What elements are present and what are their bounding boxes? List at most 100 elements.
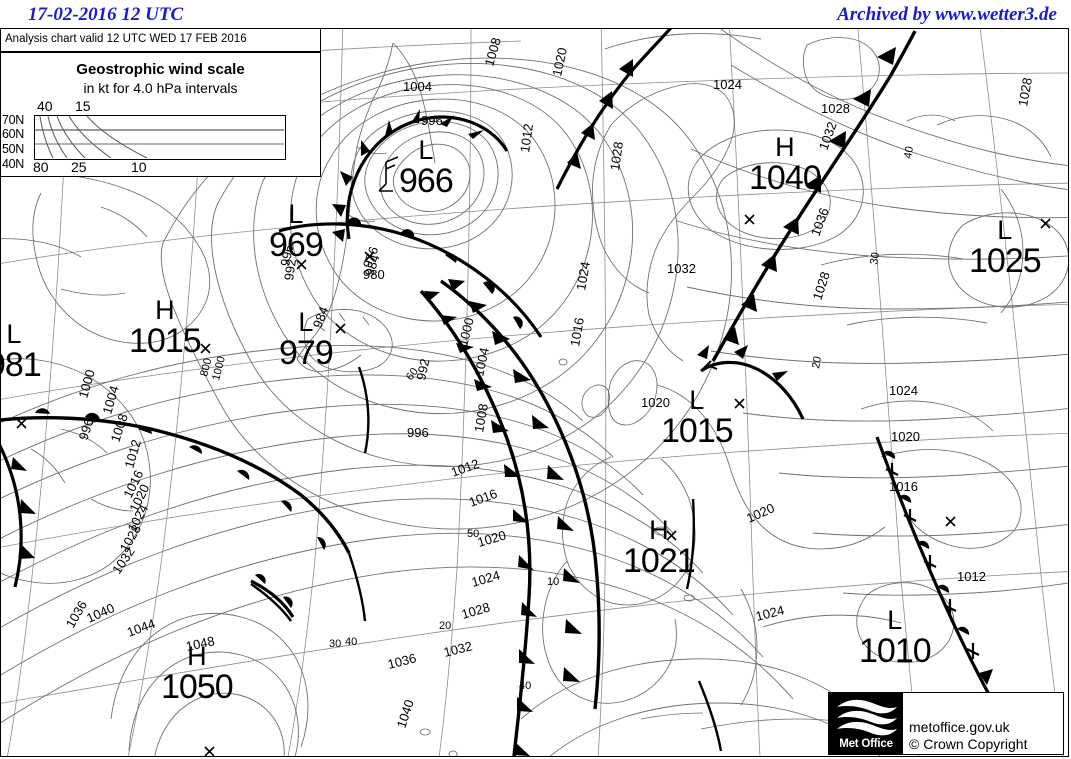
pressure-type-label: H	[775, 132, 795, 162]
pressure-centre-high-1040: H 1040	[749, 132, 822, 197]
svg-text:1008: 1008	[481, 36, 503, 68]
cold-front-baltic	[697, 345, 805, 420]
svg-text:1024: 1024	[573, 260, 593, 291]
svg-text:1020: 1020	[476, 527, 508, 549]
pressure-value-label: 966	[399, 162, 454, 200]
wind-scale-title: Geostrophic wind scale	[76, 61, 245, 78]
met-office-logo-text: Met Office	[839, 738, 893, 750]
svg-text:1016: 1016	[467, 486, 499, 510]
svg-text:984: 984	[310, 305, 332, 331]
pressure-centre-low-966: L 966	[399, 135, 454, 200]
pressure-value-label: 1015	[129, 322, 202, 360]
warm-front-atlantic	[1, 408, 351, 554]
svg-text:1036: 1036	[386, 650, 418, 672]
pressure-type-label: H	[155, 295, 175, 325]
wind-scale-bottom-ticks: 80 25 10	[1, 159, 320, 177]
pressure-value-label: 979	[279, 334, 334, 372]
svg-text:1020: 1020	[549, 46, 570, 77]
svg-text:1032: 1032	[442, 638, 474, 660]
svg-text:60: 60	[404, 366, 421, 383]
svg-text:1020: 1020	[891, 429, 920, 444]
svg-text:1028: 1028	[810, 270, 833, 302]
met-office-attribution: Met Office metoffice.gov.uk © Crown Copy…	[828, 692, 1064, 755]
pressure-value-label: 1015	[661, 412, 734, 450]
svg-text:996: 996	[407, 425, 429, 440]
svg-text:996: 996	[277, 243, 296, 267]
warm-front-labrador	[250, 573, 295, 618]
pressure-centre-low-969: L 969	[269, 199, 324, 263]
pressure-centre-low-1010: L 1010	[859, 607, 932, 670]
pressure-value-label: 981	[1, 346, 42, 384]
svg-text:1032: 1032	[667, 261, 696, 276]
cold-front-secondary	[440, 279, 601, 710]
coastlines	[1, 37, 1052, 756]
cold-front-central	[419, 289, 537, 756]
chart-datetime-label: 17-02-2016 12 UTC	[28, 4, 184, 25]
met-office-logo-icon: Met Office	[829, 693, 903, 754]
svg-text:1024: 1024	[470, 567, 502, 589]
cold-front-scandinavia	[555, 29, 673, 190]
svg-text:30: 30	[868, 251, 882, 265]
pressure-type-label: L	[6, 319, 22, 349]
pressure-type-label: L	[298, 307, 314, 337]
pressure-centre-low-1025: L 1025	[969, 215, 1042, 279]
svg-text:1024: 1024	[713, 77, 742, 92]
wind-scale-lat-60n: 60N	[2, 127, 25, 141]
warm-front-north	[278, 217, 543, 338]
met-office-url: metoffice.gov.uk	[909, 719, 1010, 735]
geostrophic-wind-scale-legend: Geostrophic wind scale in kt for 4.0 hPa…	[1, 52, 321, 177]
svg-text:1008: 1008	[471, 402, 491, 433]
pressure-type-label: L	[689, 385, 705, 415]
pressure-type-label: L	[288, 199, 304, 229]
svg-text:1020: 1020	[641, 395, 670, 410]
svg-text:1028: 1028	[821, 101, 850, 116]
pressure-centre-low-979: L 979	[279, 307, 334, 372]
wind-scale-nomogram	[34, 115, 286, 160]
svg-text:1004: 1004	[403, 79, 432, 94]
pressure-value-label: 1050	[161, 668, 234, 706]
pressure-type-label: H	[649, 515, 669, 545]
pressure-value-label: 1040	[749, 159, 822, 197]
svg-text:1036: 1036	[808, 206, 832, 238]
analysis-chart-caption: Analysis chart valid 12 UTC WED 17 FEB 2…	[1, 29, 321, 52]
svg-text:1004: 1004	[471, 346, 492, 377]
pressure-type-label: L	[418, 135, 434, 165]
svg-text:1000: 1000	[455, 316, 477, 348]
analysis-caption-text: Analysis chart valid 12 UTC WED 17 FEB 2…	[5, 33, 247, 45]
wind-scale-lat-70n: 70N	[2, 113, 25, 127]
svg-text:30: 30	[329, 638, 341, 650]
pressure-type-label: L	[997, 215, 1013, 245]
cold-front-north	[332, 109, 509, 242]
wind-scale-tick-40: 40	[37, 98, 53, 114]
svg-text:40: 40	[902, 145, 916, 159]
wind-scale-tick-15: 15	[75, 98, 91, 114]
svg-text:800: 800	[198, 357, 214, 378]
met-office-wave-icon	[837, 699, 897, 736]
isobars	[1, 29, 1068, 756]
svg-text:50: 50	[467, 528, 479, 540]
svg-text:1012: 1012	[517, 123, 536, 154]
svg-text:1028: 1028	[1015, 76, 1035, 107]
pressure-value-label: 1010	[859, 632, 932, 670]
pressure-type-label: H	[187, 641, 207, 671]
cold-front-west	[1, 444, 36, 588]
wind-scale-tick-25: 25	[71, 159, 87, 175]
wind-scale-tick-80: 80	[33, 159, 49, 175]
centre-crosses	[16, 214, 1051, 756]
svg-text:1024: 1024	[754, 602, 786, 624]
svg-text:996: 996	[421, 113, 443, 128]
map-canvas: 1004 996 984 980 976 996 992 984 992 996…	[0, 28, 1069, 757]
wind-scale-lat-40n: 40N	[2, 157, 25, 171]
svg-text:1012: 1012	[957, 569, 986, 584]
svg-text:1000: 1000	[210, 355, 228, 382]
svg-text:1048: 1048	[185, 633, 216, 654]
met-office-links: metoffice.gov.uk © Crown Copyright	[903, 693, 1063, 754]
wind-scale-subtitle: in kt for 4.0 hPa intervals	[83, 80, 238, 96]
troughs	[250, 366, 723, 752]
wind-scale-top-ticks: 40 15	[1, 98, 320, 116]
pressure-centre-high-1050: H 1050	[161, 641, 234, 706]
svg-text:1032: 1032	[109, 544, 138, 576]
wind-scale-curves	[35, 115, 284, 159]
svg-text:1024: 1024	[889, 383, 918, 398]
